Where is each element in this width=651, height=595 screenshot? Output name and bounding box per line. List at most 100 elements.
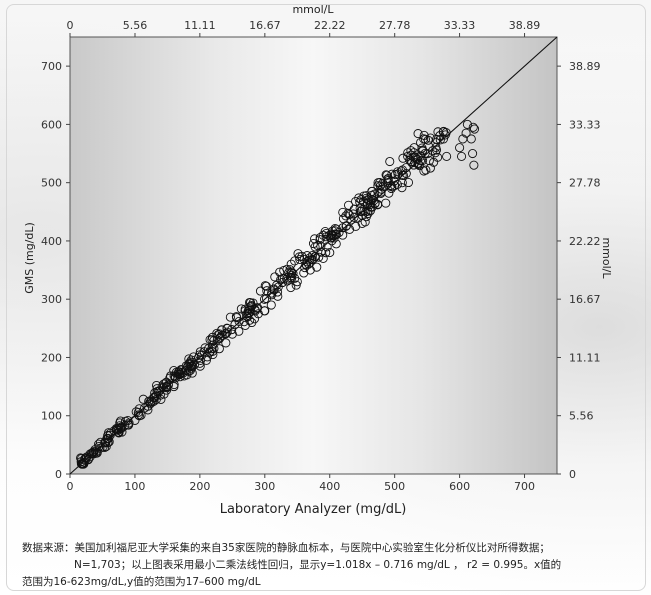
- x-tick-label: 500: [384, 480, 405, 493]
- data-point: [195, 358, 205, 368]
- y-right-tick-label: 16.67: [569, 293, 601, 306]
- data-point: [331, 224, 341, 234]
- data-point: [193, 353, 204, 363]
- data-point: [290, 256, 300, 266]
- data-point: [341, 221, 351, 231]
- data-point: [349, 204, 359, 214]
- data-point: [101, 442, 111, 452]
- y-tick-label: 500: [41, 177, 62, 190]
- data-point: [181, 365, 191, 375]
- data-point: [156, 394, 166, 404]
- data-point: [462, 119, 472, 129]
- data-point: [273, 291, 283, 301]
- y-tick-label: 100: [41, 410, 62, 423]
- data-point: [425, 133, 435, 143]
- data-point: [390, 181, 400, 191]
- data-point: [91, 447, 101, 457]
- data-point: [385, 156, 395, 167]
- data-point: [82, 452, 92, 462]
- x-tick-label: 0: [67, 480, 74, 493]
- data-point: [411, 153, 421, 163]
- x-top-axis-title: mmol/L: [292, 3, 334, 16]
- data-point: [267, 288, 277, 298]
- y-tick-label: 0: [55, 468, 62, 481]
- data-point: [187, 368, 197, 378]
- data-point: [378, 178, 388, 188]
- data-point: [260, 281, 270, 291]
- data-point: [204, 343, 214, 354]
- data-point: [182, 370, 192, 380]
- data-point: [285, 265, 295, 275]
- data-point: [143, 401, 153, 411]
- data-point: [208, 350, 218, 360]
- data-point: [419, 166, 429, 176]
- data-point: [397, 178, 407, 188]
- x-tick-label: 700: [514, 480, 535, 493]
- data-point: [403, 177, 414, 188]
- data-point: [468, 148, 478, 159]
- data-point: [104, 437, 114, 447]
- data-point: [418, 146, 428, 156]
- data-point: [236, 304, 246, 314]
- data-point: [425, 163, 435, 173]
- data-point: [261, 281, 271, 291]
- data-point: [259, 294, 270, 304]
- data-point: [240, 320, 250, 330]
- caption-line-3: 范围为16-623mg/dL,y值的范围为17–600 mg/dL: [22, 576, 261, 588]
- data-point: [351, 221, 361, 231]
- data-point: [79, 457, 89, 467]
- x-top-tick-label: 33.33: [444, 19, 476, 32]
- data-point: [419, 134, 429, 144]
- data-point: [222, 327, 232, 337]
- data-point: [166, 371, 176, 381]
- data-point: [430, 148, 440, 158]
- x-top-tick-label: 16.67: [249, 19, 281, 32]
- caption-line-2: N=1,703；以上图表采用最小二乘法线性回归，显示y=1.018x – 0.7…: [74, 559, 562, 571]
- data-point: [162, 383, 172, 393]
- data-point: [364, 195, 374, 205]
- data-point: [212, 335, 222, 345]
- y-right-tick-label: 0: [569, 468, 576, 481]
- data-point: [338, 207, 348, 217]
- data-point: [234, 326, 244, 336]
- data-point: [398, 153, 408, 163]
- x-top-tick-label: 5.56: [123, 19, 148, 32]
- data-point: [245, 308, 255, 318]
- y-tick-label: 400: [41, 235, 62, 248]
- data-point: [330, 223, 340, 234]
- data-point: [325, 248, 335, 258]
- data-point: [373, 187, 383, 197]
- data-point: [461, 128, 471, 138]
- data-point: [124, 418, 134, 428]
- data-point: [413, 129, 423, 139]
- data-point: [189, 352, 199, 362]
- data-point: [367, 186, 377, 197]
- data-point: [406, 146, 416, 156]
- y-tick-label: 300: [41, 293, 62, 306]
- x-top-tick-label: 27.78: [379, 19, 411, 32]
- y-right-tick-label: 38.89: [569, 60, 601, 73]
- data-point: [338, 230, 348, 240]
- data-point: [315, 232, 325, 243]
- data-point: [151, 380, 162, 391]
- data-point: [357, 218, 367, 229]
- data-point: [469, 124, 480, 134]
- data-point: [466, 134, 476, 144]
- data-point: [245, 298, 256, 308]
- y-axis-title: GMS (mg/dL): [23, 222, 36, 294]
- data-point: [169, 382, 179, 392]
- data-point: [455, 143, 465, 153]
- x-top-tick-label: 0: [67, 19, 74, 32]
- data-point: [424, 156, 434, 166]
- x-tick-label: 100: [124, 480, 145, 493]
- data-point: [87, 449, 97, 459]
- y-tick-label: 700: [41, 60, 62, 73]
- data-point: [149, 393, 159, 403]
- data-point: [136, 410, 146, 420]
- data-point: [429, 157, 439, 167]
- data-point: [386, 183, 396, 194]
- data-point: [253, 309, 263, 319]
- data-point: [310, 234, 320, 244]
- data-point: [112, 425, 122, 435]
- data-point: [227, 329, 237, 339]
